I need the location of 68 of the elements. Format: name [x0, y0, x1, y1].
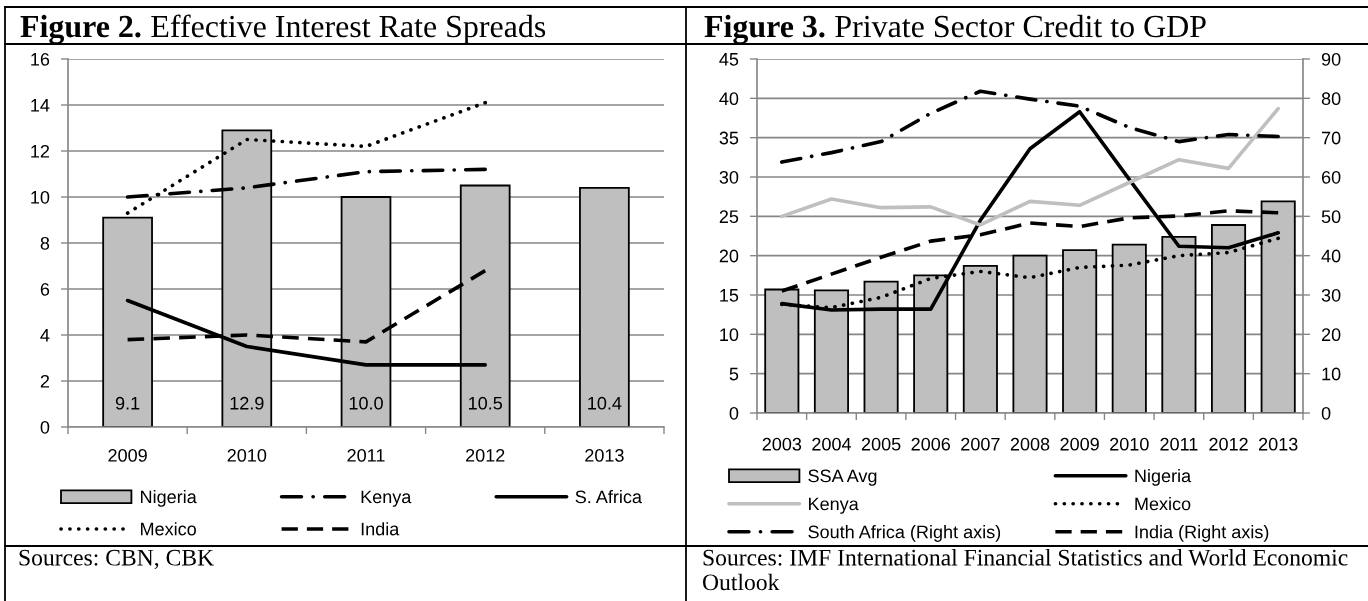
y-tick-label: 16	[31, 52, 50, 66]
x-tick-label: 2008	[1010, 437, 1050, 451]
x-tick-label: 2006	[911, 437, 951, 451]
y-tick-label: 20	[719, 249, 739, 263]
x-tick-label: 2011	[1160, 437, 1198, 451]
x-tick-label: 2010	[1110, 437, 1149, 451]
y-tick-label: 12	[31, 144, 50, 158]
x-tick-label: 2013	[1259, 437, 1298, 451]
source-note: Sources: CBN, CBK	[19, 549, 214, 570]
x-tick-label: 2010	[227, 449, 267, 462]
y-tick-label: 25	[719, 210, 739, 224]
y-tick-label: 5	[729, 367, 739, 381]
legend-label: India	[361, 522, 400, 536]
y-tick-label: 6	[40, 282, 50, 296]
source-note: Sources: IMF International Financial Statistics and World Economic Outlook	[702, 549, 1348, 591]
y2-tick-label: 50	[1321, 210, 1341, 224]
x-tick-label: 2004	[812, 437, 852, 451]
y2-tick-label: 0	[1321, 406, 1331, 420]
y-tick-label: 15	[720, 289, 739, 302]
y-tick-label: 10	[31, 190, 50, 204]
data-label: 10.0	[349, 396, 383, 410]
line-series	[780, 106, 1280, 227]
y-tick-label: 8	[40, 236, 50, 250]
x-tick-label: 2012	[1209, 437, 1248, 451]
legend-label: SSA Avg	[808, 469, 877, 486]
y-tick-label: 2	[40, 374, 50, 388]
y2-tick-label: 70	[1321, 131, 1341, 145]
legend-label: Mexico	[1135, 497, 1191, 511]
x-tick-label: 2007	[961, 437, 1000, 451]
y2-tick-label: 90	[1321, 52, 1341, 66]
x-tick-label: 2012	[466, 449, 505, 462]
data-label: 10.4	[588, 396, 622, 410]
y-tick-label: 0	[729, 406, 739, 420]
y-tick-label: 35	[719, 131, 739, 145]
y2-tick-label: 40	[1321, 249, 1341, 263]
y2-tick-label: 10	[1322, 367, 1341, 381]
legend-label: Kenya	[361, 490, 412, 507]
x-tick-label: 2009	[108, 449, 147, 462]
y2-tick-label: 30	[1321, 288, 1341, 302]
y2-tick-label: 80	[1321, 92, 1341, 106]
legend-label: Mexico	[141, 522, 196, 536]
data-label: 10.5	[469, 396, 503, 410]
line-series	[780, 89, 1280, 164]
x-tick-label: 2013	[585, 449, 624, 462]
legend-label: Kenya	[809, 497, 859, 514]
x-tick-label: 2011	[347, 449, 385, 462]
x-tick-label: 2003	[762, 437, 802, 451]
legend-label: Nigeria	[141, 490, 197, 507]
y-tick-label: 45	[719, 53, 739, 66]
y2-tick-label: 20	[1321, 328, 1341, 342]
y-tick-label: 40	[719, 92, 739, 106]
x-tick-label: 2009	[1060, 437, 1099, 451]
y2-tick-label: 60	[1321, 170, 1341, 184]
chart-title: Figure 3. Private Sector Credit to GDP	[704, 14, 1206, 45]
legend-label: India (Right axis)	[1135, 525, 1269, 542]
y-tick-label: 0	[40, 420, 50, 434]
data-label: 9.1	[115, 396, 140, 410]
bar	[579, 186, 630, 427]
data-label: 12.9	[230, 396, 264, 410]
y-tick-label: 30	[719, 170, 739, 184]
y-tick-label: 14	[31, 99, 50, 112]
chart-title: Figure 2. Effective Interest Rate Spreads	[20, 14, 546, 45]
legend-label: South Africa (Right axis)	[808, 525, 1001, 542]
y-tick-label: 10	[720, 328, 739, 342]
legend-label: Nigeria	[1135, 469, 1192, 486]
y-tick-label: 4	[40, 329, 50, 342]
legend-label: S. Africa	[575, 490, 642, 504]
x-tick-label: 2005	[861, 437, 901, 451]
